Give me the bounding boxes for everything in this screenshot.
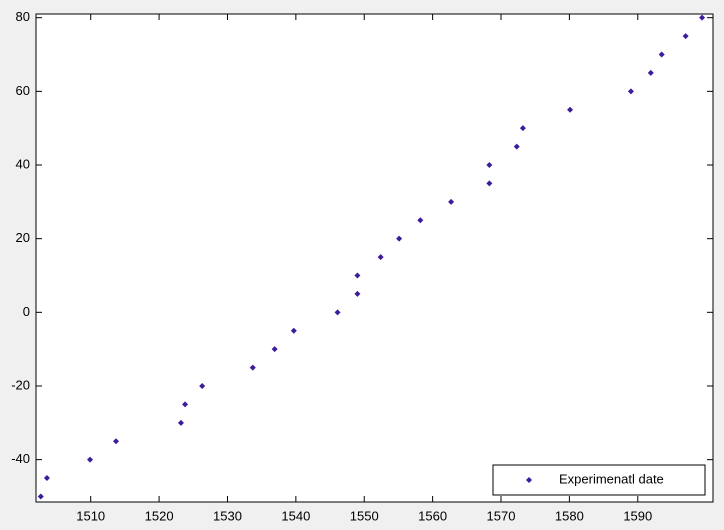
x-tick-label: 1590 — [623, 508, 652, 523]
y-tick-label: -20 — [11, 377, 30, 392]
point — [513, 143, 520, 150]
point — [37, 493, 44, 500]
point — [377, 254, 384, 261]
point — [658, 51, 665, 58]
x-tick-label: 1560 — [418, 508, 447, 523]
x-tick-label: 1530 — [213, 508, 242, 523]
point — [519, 125, 526, 132]
legend-label: Experimenatl date — [559, 471, 664, 486]
x-tick-label: 1580 — [555, 508, 584, 523]
point — [113, 438, 120, 445]
point — [486, 162, 493, 169]
y-tick-label: 20 — [16, 230, 30, 245]
x-tick-label: 1540 — [281, 508, 310, 523]
point — [87, 456, 94, 463]
x-tick-label: 1550 — [350, 508, 379, 523]
y-tick-label: 60 — [16, 83, 30, 98]
point — [354, 272, 361, 279]
point — [177, 419, 184, 426]
point — [290, 327, 297, 334]
point — [486, 180, 493, 187]
point — [43, 475, 50, 482]
point — [417, 217, 424, 224]
x-tick-label: 1520 — [145, 508, 174, 523]
x-tick-label: 1570 — [487, 508, 516, 523]
legend-marker — [526, 477, 532, 483]
x-tick-label: 1510 — [76, 508, 105, 523]
point — [699, 14, 706, 21]
plot-area — [35, 13, 714, 503]
point — [567, 106, 574, 113]
y-tick-label: 80 — [16, 9, 30, 24]
point — [271, 346, 278, 353]
point — [396, 235, 403, 242]
point — [354, 290, 361, 297]
point — [182, 401, 189, 408]
y-tick-label: 40 — [16, 156, 30, 171]
point — [647, 69, 654, 76]
point — [682, 33, 689, 40]
y-tick-label: -40 — [11, 451, 30, 466]
point — [448, 198, 455, 205]
point — [627, 88, 634, 95]
point — [249, 364, 256, 371]
point — [199, 382, 206, 389]
y-tick-label: 0 — [23, 304, 30, 319]
point — [334, 309, 341, 316]
